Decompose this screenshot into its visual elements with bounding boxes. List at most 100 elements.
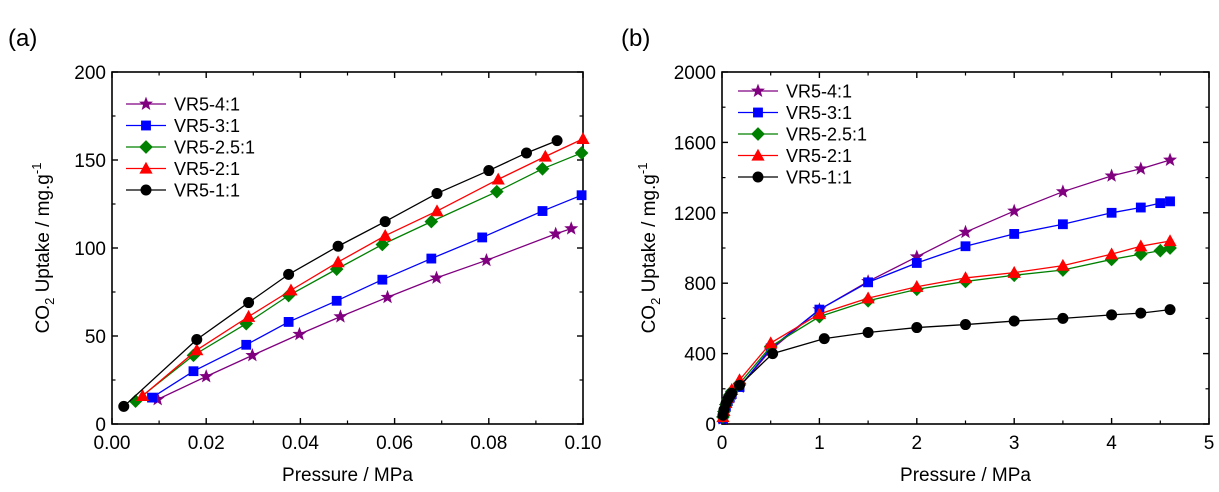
- data-point-vr5-1-1: [818, 333, 830, 345]
- x-tick-label: 0.10: [565, 433, 602, 454]
- x-tick-label: 0.08: [470, 433, 507, 454]
- data-point-vr5-1-1: [431, 187, 443, 199]
- legend-item-vr5-2-5-1: VR5-2.5:1: [738, 125, 867, 145]
- data-point-vr5-2-5-1: [1133, 247, 1148, 261]
- data-point-vr5-3-1: [1009, 229, 1020, 239]
- data-point-vr5-1-1: [1057, 312, 1069, 324]
- y-tick-label: 800: [684, 274, 716, 295]
- data-point-vr5-1-1: [767, 348, 779, 360]
- data-point-vr5-2-1: [331, 255, 345, 268]
- data-point-vr5-4-1: [1055, 184, 1070, 198]
- series-vr5-3-1: [147, 190, 587, 403]
- data-point-vr5-1-1: [734, 379, 746, 391]
- panel-label: (a): [8, 25, 37, 52]
- legend-marker-vr5-2-5-1: [139, 140, 153, 154]
- series-line-vr5-2-5-1: [135, 152, 582, 402]
- legend-item-vr5-3-1: VR5-3:1: [126, 116, 240, 136]
- data-point-vr5-1-1: [483, 165, 495, 177]
- data-point-vr5-3-1: [911, 258, 922, 268]
- x-axis-label: Pressure / MPa: [900, 465, 1031, 486]
- data-point-vr5-3-1: [147, 392, 157, 403]
- data-point-vr5-3-1: [1135, 202, 1146, 213]
- data-point-vr5-2-1: [491, 172, 505, 185]
- x-tick-label: 0.00: [94, 433, 131, 454]
- data-point-vr5-2-1: [812, 307, 827, 320]
- series-line-vr5-2-1: [722, 240, 1171, 418]
- legend-label: VR5-4:1: [786, 82, 852, 102]
- series-line-vr5-4-1: [157, 228, 572, 400]
- y-tick-label: 1600: [674, 133, 716, 154]
- data-point-vr5-2-1: [576, 132, 590, 145]
- data-point-vr5-3-1: [377, 274, 388, 285]
- data-point-vr5-2-1: [284, 283, 298, 296]
- y-tick-label: 100: [74, 239, 106, 260]
- data-point-vr5-2-5-1: [535, 161, 550, 176]
- series-vr5-1-1: [118, 135, 563, 412]
- series-vr5-4-1: [715, 152, 1178, 425]
- data-point-vr5-4-1: [479, 252, 494, 267]
- legend-item-vr5-2-5-1: VR5-2.5:1: [126, 138, 255, 158]
- data-point-vr5-3-1: [331, 295, 342, 306]
- data-point-vr5-2-5-1: [489, 184, 504, 199]
- legend-marker-vr5-3-1: [141, 120, 151, 131]
- data-point-vr5-2-1: [538, 149, 552, 162]
- legend-marker-vr5-3-1: [753, 107, 763, 118]
- data-point-vr5-3-1: [863, 277, 873, 288]
- series-line-vr5-3-1: [722, 200, 1171, 419]
- data-point-vr5-1-1: [959, 319, 971, 331]
- x-axis: 0.00 0.02 0.04 0.06 0.08 0.10: [94, 72, 602, 454]
- data-point-vr5-2-1: [861, 291, 875, 304]
- legend-marker-vr5-2-5-1: [751, 127, 765, 141]
- data-point-vr5-3-1: [1155, 198, 1166, 209]
- legend-label: VR5-2:1: [786, 146, 852, 166]
- data-point-vr5-3-1: [426, 253, 437, 264]
- x-tick-label: 3: [1009, 433, 1020, 454]
- data-point-vr5-1-1: [911, 322, 923, 334]
- series-line-vr5-3-1: [151, 194, 582, 399]
- data-point-vr5-2-1: [1056, 258, 1070, 271]
- data-point-vr5-4-1: [380, 289, 395, 304]
- legend-item-vr5-1-1: VR5-1:1: [126, 181, 240, 201]
- data-point-vr5-1-1: [1135, 307, 1147, 319]
- data-point-vr5-2-1: [378, 228, 392, 241]
- legend-item-vr5-4-1: VR5-4:1: [126, 95, 240, 115]
- series-line-vr5-2-1: [142, 138, 583, 397]
- data-point-vr5-1-1: [332, 240, 344, 252]
- data-point-vr5-1-1: [862, 326, 874, 338]
- y-axis-label: CO2 Uptake / mg.g-1: [635, 163, 663, 334]
- y-tick-label: 2000: [674, 63, 716, 84]
- data-point-vr5-2-1: [136, 389, 150, 402]
- series-line-vr5-4-1: [722, 159, 1171, 419]
- legend-marker-vr5-4-1: [751, 83, 765, 97]
- y-tick-label: 200: [74, 63, 106, 84]
- legend-label: VR5-2:1: [174, 159, 240, 179]
- data-point-vr5-2-1: [241, 309, 256, 322]
- series-vr5-4-1: [150, 221, 579, 406]
- legend-label: VR5-2.5:1: [174, 138, 255, 158]
- data-point-vr5-2-5-1: [424, 214, 439, 229]
- data-point-vr5-2-1: [190, 343, 204, 356]
- data-point-vr5-1-1: [1164, 304, 1176, 316]
- data-point-vr5-4-1: [548, 226, 563, 240]
- series-vr5-3-1: [718, 196, 1175, 424]
- series-line-vr5-1-1: [123, 140, 558, 407]
- y-tick-label: 400: [684, 345, 716, 366]
- data-point-vr5-3-1: [960, 241, 971, 252]
- y-axis-label: CO2 Uptake / mg.g-1: [29, 163, 57, 334]
- data-point-vr5-3-1: [283, 317, 294, 327]
- legend-marker-vr5-1-1: [140, 184, 152, 196]
- x-tick-label: 4: [1106, 433, 1117, 454]
- legend-item-vr5-2-1: VR5-2:1: [126, 159, 240, 179]
- y-tick-label: 150: [74, 151, 106, 172]
- data-point-vr5-2-1: [1104, 247, 1119, 260]
- y-axis-label-sup: -1: [29, 163, 44, 175]
- data-point-vr5-2-1: [430, 204, 444, 217]
- x-tick-label: 0.04: [282, 433, 319, 454]
- data-point-vr5-4-1: [1007, 203, 1022, 217]
- panel-b: (b) 0 1 2 3 4 5 0 400 800 1200 1600 2000 Pressure / M…: [621, 25, 1214, 486]
- y-axis-label-main: CO: [639, 305, 660, 334]
- series-vr5-2-1: [136, 132, 590, 402]
